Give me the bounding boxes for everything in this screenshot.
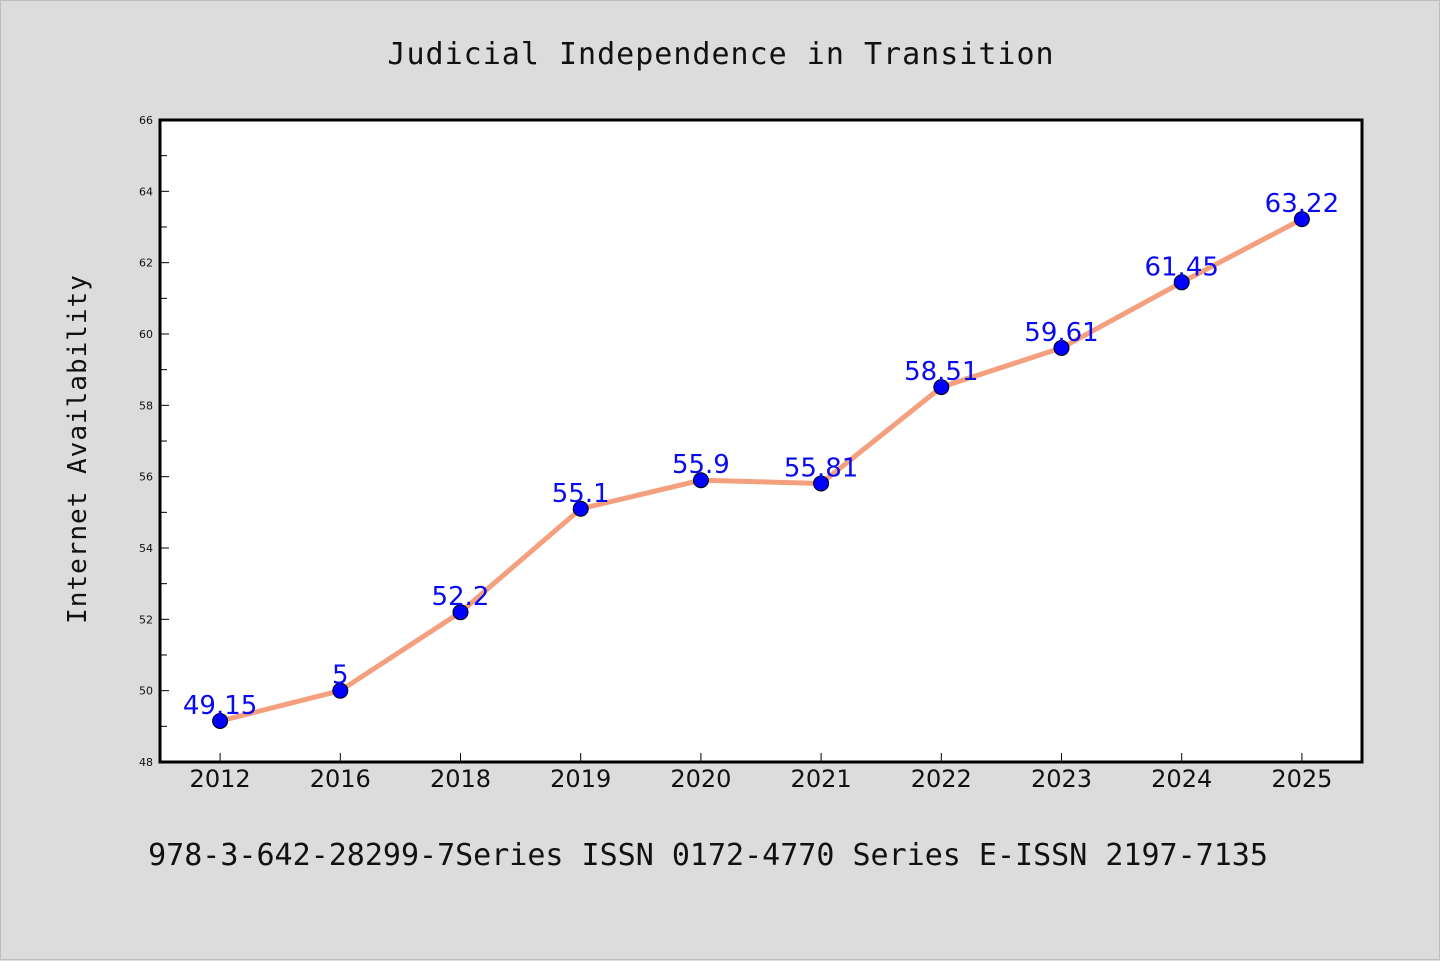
x-tick-label: 2023	[1031, 765, 1092, 793]
x-axis: 2012 2016 2018 2019 2020 2021 2022 2023 2024 2025	[190, 753, 1332, 793]
data-label: 5	[332, 661, 349, 691]
data-label: 55.1	[552, 479, 610, 509]
data-point	[1293, 211, 1310, 228]
plot-area	[158, 118, 1364, 764]
y-tick-label: 66	[139, 114, 153, 127]
data-label: 55.9	[672, 450, 730, 480]
x-tick-label: 2019	[550, 765, 611, 793]
y-tick-label: 64	[139, 185, 153, 198]
y-axis-label: Internet Availability	[63, 274, 93, 624]
x-tick-label: 2022	[911, 765, 972, 793]
y-axis: 48 50 52 54 56 58 60 62 64 66	[139, 114, 169, 769]
data-labels: 49.15 5 52.2 55.1 55.9 55.81 58.51 59.61 61.45 63…	[183, 189, 1339, 721]
data-point	[212, 712, 229, 729]
data-point	[933, 379, 950, 396]
x-tick-label: 2018	[430, 765, 491, 793]
x-tick-label: 2016	[310, 765, 371, 793]
data-point	[813, 475, 830, 492]
data-point	[332, 682, 349, 699]
data-point	[572, 500, 589, 517]
y-tick-label: 54	[139, 542, 153, 555]
data-label: 58.51	[904, 357, 978, 387]
y-tick-label: 50	[139, 685, 153, 698]
data-point	[1053, 339, 1070, 356]
x-tick-label: 2012	[190, 765, 251, 793]
data-label: 49.15	[183, 691, 257, 721]
footer-isbn-text: 978-3-642-28299-7Series ISSN 0172-4770 S…	[148, 838, 1268, 873]
x-tick-label: 2025	[1271, 765, 1332, 793]
y-tick-label: 48	[139, 756, 153, 769]
x-tick-label: 2021	[791, 765, 852, 793]
data-point	[452, 604, 469, 621]
y-tick-label: 56	[139, 471, 153, 484]
x-tick-label: 2024	[1151, 765, 1212, 793]
series-line-group	[217, 216, 1305, 724]
y-tick-label: 60	[139, 328, 153, 341]
y-tick-label: 58	[139, 399, 153, 412]
data-label: 52.2	[432, 582, 490, 612]
series-line	[217, 216, 1305, 724]
y-tick-label: 52	[139, 613, 153, 626]
data-point	[692, 472, 709, 489]
data-label: 59.61	[1024, 318, 1098, 348]
data-point	[1173, 274, 1190, 291]
data-label: 63.22	[1265, 189, 1339, 219]
data-label: 61.45	[1144, 252, 1218, 282]
y-tick-label: 62	[139, 257, 153, 270]
x-tick-label: 2020	[670, 765, 731, 793]
data-label: 55.81	[784, 453, 858, 483]
chart-title: Judicial Independence in Transition	[387, 37, 1054, 72]
data-points	[212, 211, 1310, 729]
